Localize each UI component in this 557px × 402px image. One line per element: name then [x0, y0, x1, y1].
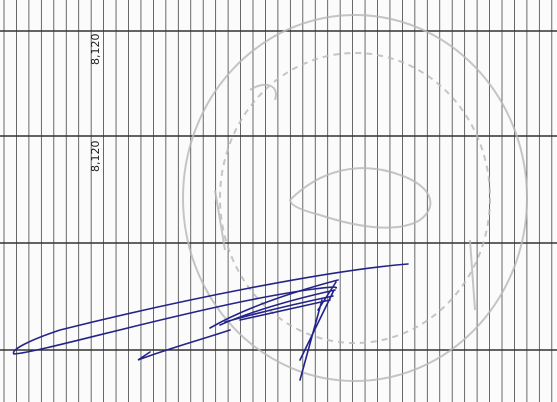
signature-stroke: [137, 329, 231, 361]
stamp-outer-ring: [182, 14, 528, 382]
column-rules: [3, 0, 553, 402]
signature-stroke: [12, 263, 409, 355]
stamp-emblem: [288, 167, 432, 229]
stamp-inner-ring: [219, 52, 491, 344]
signature: [12, 263, 409, 381]
cell-text: 8,120: [89, 34, 102, 66]
row-rules: [0, 30, 557, 351]
stamp-letters: [214, 83, 476, 311]
cell-text: 8,120: [89, 141, 102, 173]
stamp: [182, 14, 528, 382]
signature-stroke: [209, 279, 339, 381]
